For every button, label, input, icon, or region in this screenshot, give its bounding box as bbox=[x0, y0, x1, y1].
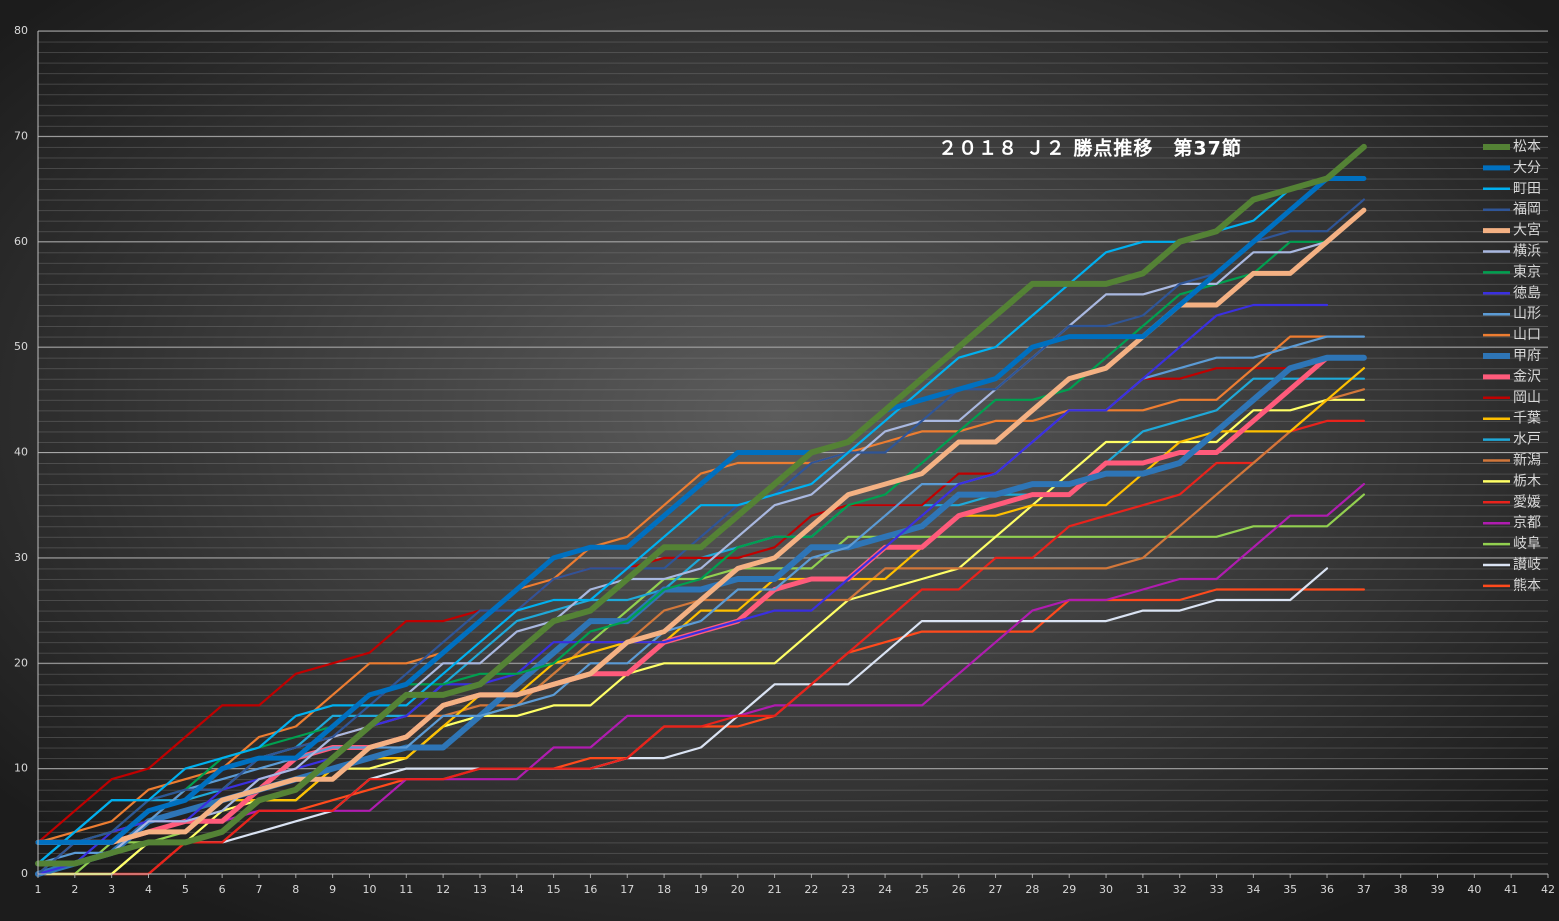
legend-label: 福岡 bbox=[1513, 202, 1541, 218]
x-tick-label: 26 bbox=[952, 883, 966, 896]
x-tick-label: 25 bbox=[915, 883, 929, 896]
x-tick-label: 3 bbox=[108, 883, 115, 896]
series-line bbox=[35, 176, 1367, 845]
legend-label: 讃岐 bbox=[1513, 557, 1541, 573]
y-tick-label: 80 bbox=[14, 24, 28, 37]
y-tick-label: 30 bbox=[14, 551, 28, 564]
series-line bbox=[36, 419, 1365, 876]
x-tick-label: 33 bbox=[1210, 883, 1224, 896]
legend-label: 新潟 bbox=[1513, 453, 1541, 469]
x-tick-label: 42 bbox=[1541, 883, 1555, 896]
legend-label: 山形 bbox=[1513, 306, 1541, 322]
legend-label: 松本 bbox=[1513, 139, 1541, 155]
x-tick-label: 39 bbox=[1431, 883, 1445, 896]
chart-title: ２０１８ Ｊ２ 勝点推移 第37節 bbox=[938, 137, 1242, 160]
x-tick-label: 4 bbox=[145, 883, 152, 896]
x-tick-label: 2 bbox=[71, 883, 78, 896]
legend-label: 水戸 bbox=[1513, 432, 1541, 448]
x-tick-label: 5 bbox=[182, 883, 189, 896]
x-tick-label: 19 bbox=[694, 883, 708, 896]
x-tick-label: 20 bbox=[731, 883, 745, 896]
x-tick-label: 29 bbox=[1062, 883, 1076, 896]
series-line bbox=[35, 143, 1367, 867]
x-tick-label: 18 bbox=[657, 883, 671, 896]
legend: 松本大分町田福岡大宮横浜東京徳島山形山口甲府金沢岡山千葉水戸新潟栃木愛媛京都岐阜… bbox=[1483, 139, 1541, 594]
series-line bbox=[36, 188, 1292, 865]
x-tick-label: 21 bbox=[768, 883, 782, 896]
legend-label: 熊本 bbox=[1513, 578, 1541, 594]
legend-label: 大分 bbox=[1513, 160, 1541, 176]
legend-label: 愛媛 bbox=[1513, 494, 1541, 510]
x-tick-label: 17 bbox=[620, 883, 634, 896]
y-tick-label: 60 bbox=[14, 235, 28, 248]
x-tick-label: 15 bbox=[547, 883, 561, 896]
x-tick-label: 24 bbox=[878, 883, 892, 896]
x-tick-label: 22 bbox=[804, 883, 818, 896]
x-tick-label: 28 bbox=[1025, 883, 1039, 896]
legend-label: 横浜 bbox=[1513, 244, 1541, 260]
legend-label: 岡山 bbox=[1513, 390, 1541, 406]
x-tick-label: 16 bbox=[583, 883, 597, 896]
x-tick-label: 41 bbox=[1504, 883, 1518, 896]
x-tick-label: 14 bbox=[510, 883, 524, 896]
series-line bbox=[36, 209, 1365, 865]
x-tick-label: 34 bbox=[1246, 883, 1260, 896]
x-tick-label: 11 bbox=[399, 883, 413, 896]
lines bbox=[35, 143, 1367, 877]
x-tick-label: 27 bbox=[989, 883, 1003, 896]
legend-label: 岐阜 bbox=[1513, 535, 1541, 552]
series-line bbox=[36, 335, 1329, 844]
x-tick-label: 8 bbox=[292, 883, 299, 896]
x-tick-label: 9 bbox=[329, 883, 336, 896]
legend-label: 町田 bbox=[1513, 181, 1541, 197]
legend-label: 千葉 bbox=[1513, 411, 1541, 427]
x-tick-label: 23 bbox=[841, 883, 855, 896]
x-tick-label: 10 bbox=[362, 883, 376, 896]
x-tick-label: 38 bbox=[1394, 883, 1408, 896]
legend-label: 金沢 bbox=[1513, 369, 1541, 385]
x-tick-label: 6 bbox=[219, 883, 226, 896]
x-tick-label: 13 bbox=[473, 883, 487, 896]
y-tick-label: 20 bbox=[14, 656, 28, 669]
y-tick-label: 10 bbox=[14, 762, 28, 775]
legend-label: 山口 bbox=[1513, 327, 1541, 343]
x-tick-label: 30 bbox=[1099, 883, 1113, 896]
series-line bbox=[36, 303, 1329, 876]
x-tick-label: 37 bbox=[1357, 883, 1371, 896]
x-tick-label: 32 bbox=[1173, 883, 1187, 896]
legend-label: 栃木 bbox=[1513, 473, 1541, 489]
y-tick-label: 0 bbox=[21, 867, 28, 880]
legend-label: 京都 bbox=[1513, 515, 1541, 531]
x-tick-label: 40 bbox=[1467, 883, 1481, 896]
x-tick-label: 12 bbox=[436, 883, 450, 896]
legend-label: 東京 bbox=[1513, 264, 1541, 280]
x-tick-label: 1 bbox=[35, 883, 42, 896]
x-tick-label: 35 bbox=[1283, 883, 1297, 896]
legend-label: 大宮 bbox=[1513, 223, 1541, 239]
legend-label: 徳島 bbox=[1513, 285, 1541, 301]
series-line bbox=[36, 567, 1329, 876]
legend-label: 甲府 bbox=[1513, 348, 1541, 364]
y-tick-label: 40 bbox=[14, 446, 28, 459]
y-tick-label: 50 bbox=[14, 340, 28, 353]
x-tick-label: 31 bbox=[1136, 883, 1150, 896]
x-tick-label: 36 bbox=[1320, 883, 1334, 896]
x-tick-label: 7 bbox=[255, 883, 262, 896]
y-tick-label: 70 bbox=[14, 129, 28, 142]
